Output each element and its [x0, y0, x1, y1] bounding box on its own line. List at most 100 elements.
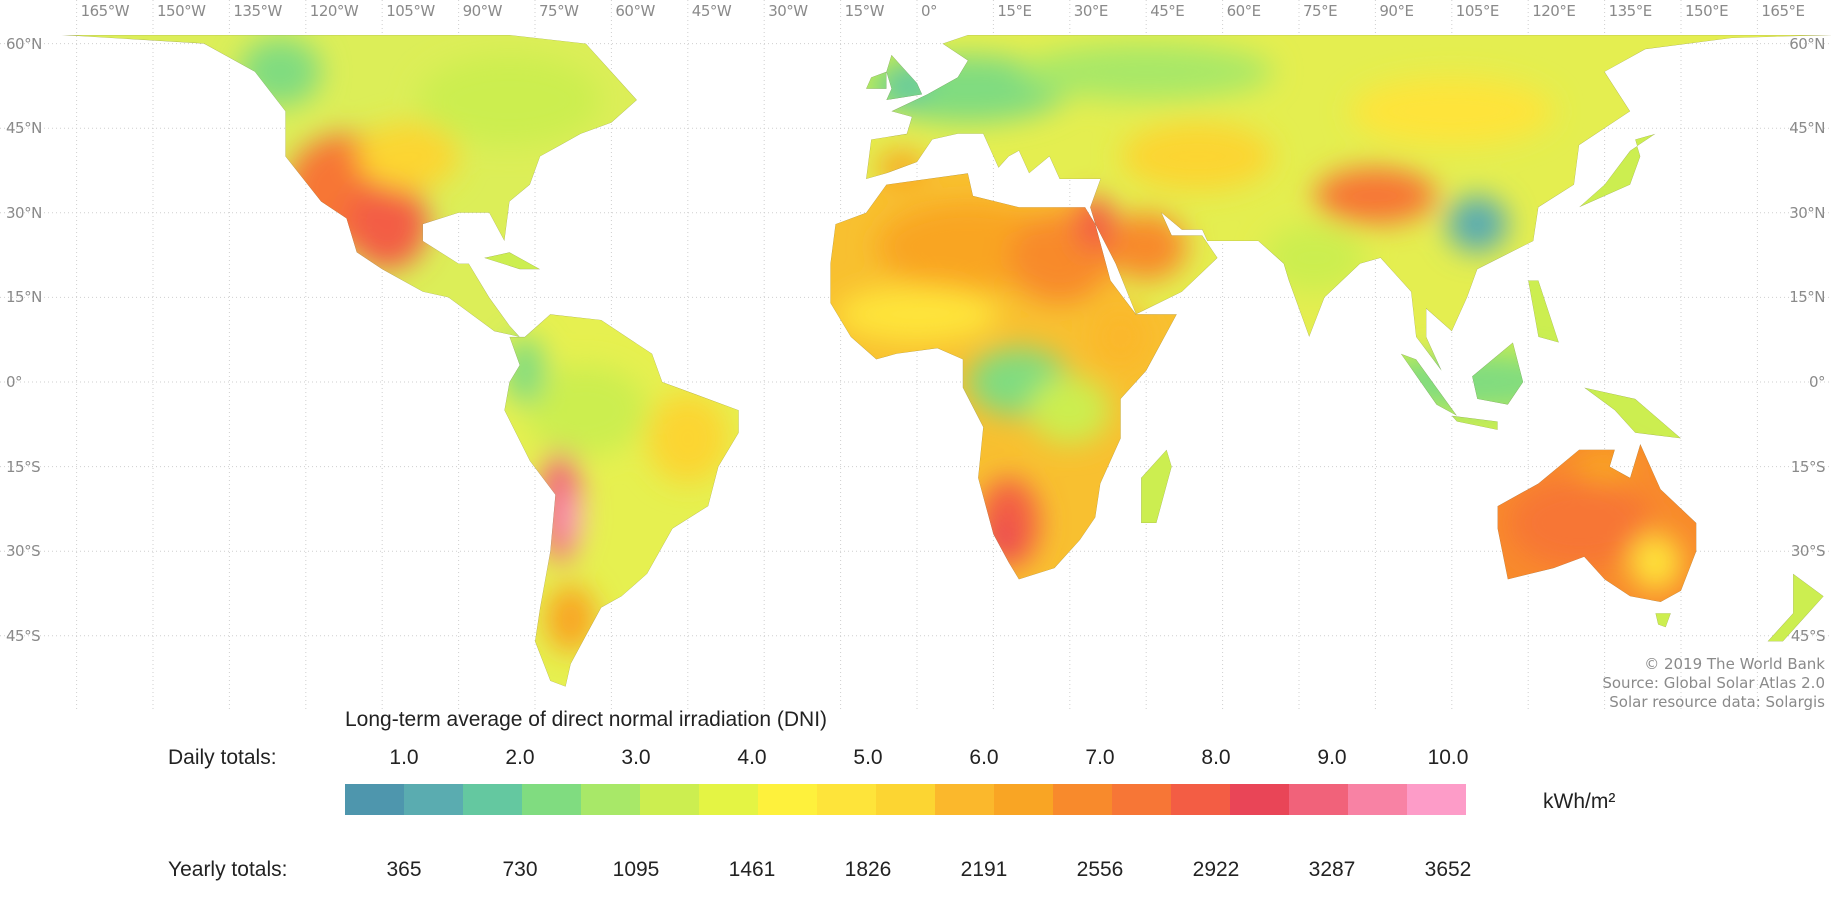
land-cuba [484, 252, 541, 270]
irradiance-zone [835, 286, 999, 343]
longitude-label: 105°E [1455, 2, 1500, 20]
yearly-totals-label: Yearly totals: [168, 858, 288, 881]
latitude-label-left: 60°N [6, 34, 42, 53]
irradiance-zone [1090, 303, 1152, 371]
irradiance-zone [1350, 77, 1554, 146]
latitude-label-right: 60°N [1789, 34, 1825, 53]
longitude-label: 75°W [539, 2, 579, 20]
latitude-label-right: 45°N [1789, 119, 1825, 138]
color-swatch [1112, 784, 1171, 815]
longitude-label: 15°E [997, 2, 1032, 20]
color-swatch [994, 784, 1053, 815]
irradiance-zone [1630, 534, 1681, 591]
color-swatch [1348, 784, 1407, 815]
daily-values-tick: 5.0 [853, 746, 883, 769]
irradiance-zone [1018, 43, 1274, 100]
yearly-values-tick: 2191 [960, 858, 1008, 881]
irradiance-zone [1574, 449, 1636, 484]
credit-source: Source: Global Solar Atlas 2.0 [1602, 674, 1825, 692]
latitude-label-left: 0° [6, 373, 23, 391]
longitude-label: 135°W [233, 2, 282, 20]
latitude-label-left: 15°N [6, 288, 42, 307]
irradiance-zone [1263, 224, 1366, 292]
irradiance-zone [524, 365, 648, 456]
color-swatch [404, 784, 463, 815]
latitude-label-left: 45°S [6, 626, 41, 645]
color-swatch [876, 784, 935, 815]
longitude-label: 60°W [615, 2, 655, 20]
irradiance-zone [1507, 477, 1651, 569]
daily-values-tick: 1.0 [389, 746, 419, 769]
color-swatch [1053, 784, 1112, 815]
daily-values-tick: 7.0 [1085, 746, 1115, 769]
irradiance-zone [545, 585, 597, 653]
latitude-label-right: 15°S [1790, 457, 1826, 476]
color-scale-bar [345, 784, 1466, 815]
longitude-label: 105°W [386, 2, 435, 20]
daily-values-tick: 4.0 [737, 746, 767, 769]
irradiance-zone [1314, 167, 1437, 225]
color-swatch [581, 784, 640, 815]
yearly-values-tick: 1095 [612, 858, 660, 881]
color-swatch [1289, 784, 1348, 815]
daily-values-tick: 10.0 [1427, 746, 1469, 769]
longitude-label: 15°W [844, 2, 885, 20]
land-south-america [504, 314, 739, 687]
latitude-label-left: 30°N [6, 203, 42, 222]
yearly-values-tick: 3287 [1308, 858, 1356, 881]
irradiance-zone [1105, 212, 1187, 281]
irradiance-zone [560, 489, 581, 546]
irradiance-zone [1120, 122, 1274, 191]
irradiance-zone [647, 393, 729, 484]
irradiance-zone [1029, 376, 1111, 445]
color-swatch [463, 784, 522, 815]
yearly-values-tick: 365 [386, 858, 422, 881]
credit-data: Solar resource data: Solargis [1609, 693, 1825, 711]
longitude-label: 30°E [1073, 2, 1109, 20]
longitude-label: 75°E [1303, 2, 1338, 20]
yearly-values-tick: 1826 [844, 858, 892, 881]
longitude-label: 165°E [1761, 2, 1805, 20]
color-swatch [522, 784, 581, 815]
land-australia [1497, 444, 1697, 602]
longitude-label: 120°W [309, 2, 359, 20]
longitude-label: 120°E [1532, 2, 1576, 20]
longitude-label: 90°W [462, 2, 503, 20]
map-credits: © 2019 The World Bank Source: Global Sol… [1602, 655, 1825, 712]
irradiance-zone [346, 178, 429, 270]
longitude-label: 30°W [768, 2, 808, 20]
longitude-label: 45°E [1150, 2, 1185, 20]
longitude-label: 45°W [691, 2, 732, 20]
daily-values-tick: 9.0 [1317, 746, 1347, 769]
latitude-label-right: 30°N [1789, 203, 1825, 222]
longitude-label: 0° [921, 2, 938, 20]
yearly-values-tick: 3652 [1424, 858, 1472, 881]
latitude-label-right: 45°S [1790, 626, 1826, 645]
latitude-label-right: 15°N [1789, 288, 1825, 307]
land-masses [61, 35, 1831, 687]
daily-values-tick: 2.0 [505, 746, 535, 769]
longitude-label: 150°W [157, 2, 206, 20]
irradiance-zone [356, 122, 459, 191]
yearly-values-tick: 730 [502, 858, 538, 881]
longitude-label: 150°E [1685, 2, 1729, 20]
irradiance-zone [1446, 195, 1508, 253]
irradiance-zone [504, 336, 546, 405]
color-swatch [345, 784, 404, 815]
irradiance-zone [239, 37, 322, 106]
daily-totals-label: Daily totals: [168, 746, 277, 769]
color-swatch [1171, 784, 1230, 815]
latitude-label-left: 30°S [6, 542, 41, 561]
irradiance-zone [876, 150, 928, 185]
land-new-zealand [1767, 573, 1824, 642]
latitude-label-right: 0° [1808, 373, 1826, 391]
legend-unit: kWh/m² [1543, 790, 1616, 813]
daily-values-tick: 6.0 [969, 746, 999, 769]
longitude-label: 90°E [1379, 2, 1414, 20]
color-swatch [1230, 784, 1289, 815]
irradiance-zone [978, 477, 1040, 569]
color-swatch [1407, 784, 1466, 815]
latitude-label-right: 30°S [1790, 542, 1826, 561]
longitude-label: 135°E [1608, 2, 1653, 20]
credit-copyright: © 2019 The World Bank [1644, 655, 1825, 673]
